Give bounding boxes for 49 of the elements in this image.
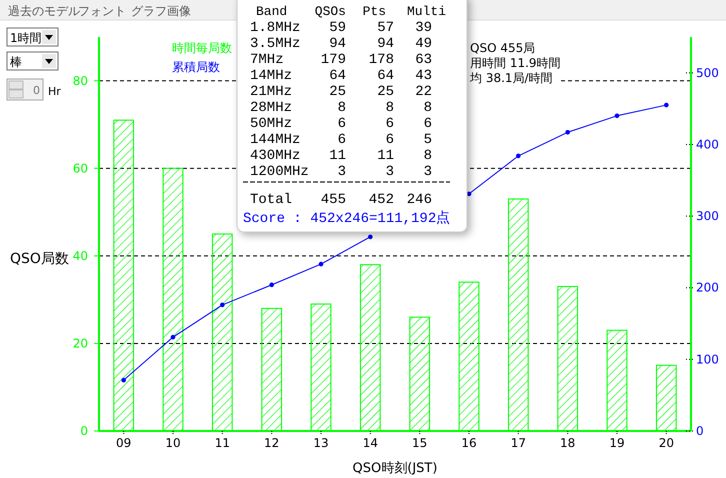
x-tick-label: 09 (116, 436, 132, 450)
x-tick-label: 20 (658, 436, 674, 450)
text: 時間毎局数 (172, 41, 232, 55)
annotation: Score : 452x246=111,192点 (243, 210, 450, 227)
y-tick-label: 60 (72, 161, 88, 176)
x-tick-label: 14 (362, 436, 378, 450)
hours-dropdown: 1時間 (6, 28, 58, 46)
y-tick-label: 40 (72, 248, 88, 263)
point (516, 154, 521, 158)
y-tick-label: 20 (72, 336, 88, 350)
point (565, 130, 570, 135)
x-tick-label: 15 (412, 436, 428, 450)
point (269, 282, 274, 288)
y2-tick-label: 100 (696, 352, 719, 366)
spinner-field: 0 (6, 78, 44, 100)
y-tick-label: 80 (72, 74, 88, 88)
x-tick-label: 19 (609, 436, 625, 450)
x-tick-label: 11 (214, 436, 230, 450)
y2-tick-label: 200 (696, 280, 719, 295)
text: 過去のモデル (8, 4, 80, 18)
y-tick-label: 0 (80, 424, 88, 438)
y2-tick-label: 0 (696, 424, 704, 438)
point (170, 334, 176, 340)
text: フォント (78, 4, 126, 18)
point (614, 114, 620, 118)
y2-tick-label: 400 (696, 137, 719, 152)
x-tick-label: 18 (560, 436, 576, 450)
y2-tick-label: 500 (696, 66, 719, 80)
x-tick-label: 16 (461, 436, 477, 450)
type-dropdown: 棒 (6, 52, 58, 70)
point (368, 234, 373, 240)
x-axis-title: QSO時刻(JST) (352, 461, 438, 476)
annotation: 用時間 11.9時間 (470, 56, 561, 70)
x-tick-label: 12 (264, 436, 280, 450)
x-tick-label: 13 (313, 436, 329, 450)
y-axis-title: QSO局数 (10, 251, 69, 267)
text: 累積局数 (172, 60, 220, 74)
x-tick-label: 17 (510, 436, 526, 450)
point (664, 102, 669, 108)
x-tick-label: 10 (165, 436, 181, 450)
point (121, 378, 126, 382)
text: グラフ画像 (131, 4, 191, 18)
point (220, 302, 225, 308)
y2-tick-label: 300 (696, 209, 719, 224)
point (318, 262, 324, 266)
annotation: QSO 455局 (470, 41, 536, 55)
score-popup: Band QSOs Pts Multi 1.8MHz 59 57 39 3.5MHz 94 94 49 7MHz 179 178 63 14MHz 64 64 43 21MHz 25 25 22 28MHz 8 8 8 50MHz 6 6 6 144MHz 6 6 5 430MHz 11 11 8 1200MHz 3 3 3 Total 455 452 246 Score : 452x246=111,192点 (236, 0, 468, 232)
annotation: 均 38.1局/時間 (469, 71, 553, 85)
text: Hr (48, 85, 62, 98)
